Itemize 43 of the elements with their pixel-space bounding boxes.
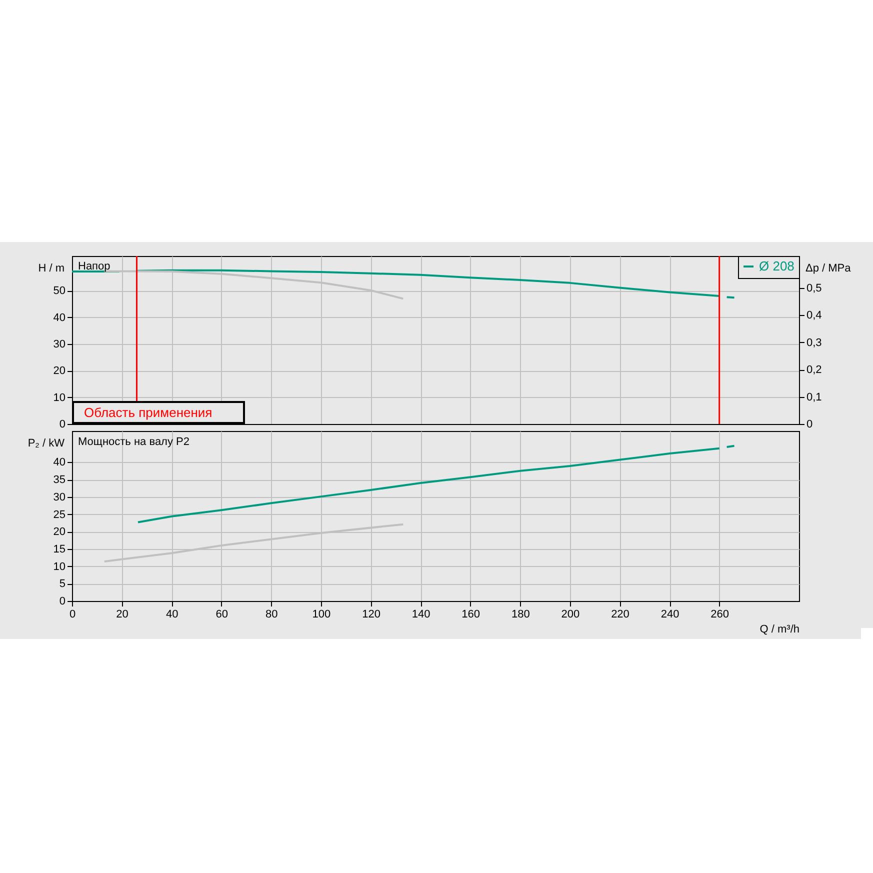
- y-tick-label: 30: [53, 338, 66, 350]
- x-tick-label: 20: [116, 608, 128, 620]
- x-tick-label: 160: [462, 608, 480, 620]
- chart-title: Мощность на валу P2: [78, 436, 190, 448]
- y-tick-label: 25: [53, 508, 66, 521]
- x-tick-label: 120: [362, 608, 380, 620]
- y-axis-title: P₂ / kW: [28, 438, 66, 450]
- y-tick-label: 15: [53, 543, 66, 556]
- x-tick-label: 140: [412, 608, 430, 620]
- y-tick-label: 35: [53, 474, 66, 486]
- chart-title: Напор: [78, 260, 110, 272]
- y-tick-label: 10: [53, 560, 66, 573]
- y-tick-label: 20: [53, 365, 66, 378]
- y-tick-label: 40: [53, 312, 66, 324]
- y-tick-label: 5: [59, 578, 66, 590]
- y2-tick-label: 0,5: [806, 282, 822, 294]
- y2-tick-label: 0: [806, 418, 813, 430]
- x-tick-label: 220: [611, 608, 630, 620]
- x-axis-title: Q / m³/h: [760, 624, 800, 636]
- y-tick-label: 20: [53, 526, 66, 538]
- y-tick-label: 10: [53, 392, 66, 404]
- y-tick-label: 40: [53, 456, 66, 469]
- x-tick-label: 200: [561, 608, 580, 620]
- x-tick-label: 0: [69, 608, 76, 620]
- y-tick-label: 30: [53, 491, 66, 504]
- x-tick-label: 180: [511, 608, 530, 620]
- x-tick-label: 60: [216, 608, 228, 620]
- x-tick-label: 100: [312, 608, 331, 620]
- y2-tick-label: 0,1: [806, 391, 822, 404]
- y2-tick-label: 0,3: [806, 336, 822, 349]
- x-tick-label: 80: [266, 608, 278, 620]
- x-tick-label: 260: [710, 608, 730, 620]
- y-tick-label: 0: [59, 596, 66, 608]
- x-tick-label: 240: [660, 608, 680, 620]
- y2-tick-label: 0,2: [806, 364, 822, 376]
- x-tick-label: 40: [166, 608, 178, 620]
- y2-axis-title: Δp / MPa: [806, 262, 852, 274]
- annotation: Область применения: [84, 405, 212, 420]
- legend-label: Ø 208: [759, 258, 794, 274]
- y-axis-title: H / m: [38, 262, 64, 274]
- y-tick-label: 0: [59, 418, 66, 430]
- y-tick-label: 50: [53, 285, 66, 298]
- y2-tick-label: 0,4: [806, 310, 822, 322]
